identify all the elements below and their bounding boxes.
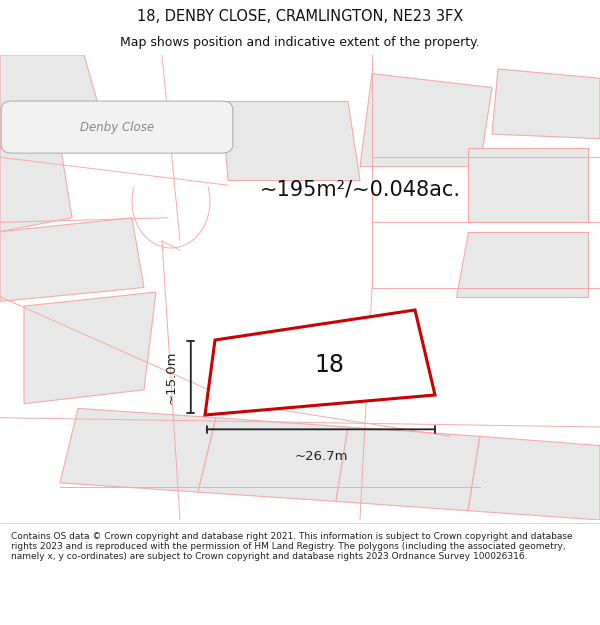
Text: Denby Close: Denby Close xyxy=(80,121,154,134)
Polygon shape xyxy=(492,69,600,139)
Text: ~195m²/~0.048ac.: ~195m²/~0.048ac. xyxy=(260,180,461,200)
Text: ~26.7m: ~26.7m xyxy=(294,450,348,462)
Text: 18, DENBY CLOSE, CRAMLINGTON, NE23 3FX: 18, DENBY CLOSE, CRAMLINGTON, NE23 3FX xyxy=(137,9,463,24)
FancyBboxPatch shape xyxy=(1,101,233,153)
Text: Contains OS data © Crown copyright and database right 2021. This information is : Contains OS data © Crown copyright and d… xyxy=(11,531,572,561)
Polygon shape xyxy=(222,101,360,181)
Polygon shape xyxy=(360,74,492,167)
Polygon shape xyxy=(0,55,108,148)
Polygon shape xyxy=(0,217,144,301)
Polygon shape xyxy=(336,427,480,511)
Polygon shape xyxy=(456,232,588,297)
Text: ~15.0m: ~15.0m xyxy=(165,351,178,404)
Text: 18: 18 xyxy=(314,353,344,377)
Polygon shape xyxy=(24,292,156,404)
Polygon shape xyxy=(60,408,216,492)
Polygon shape xyxy=(198,418,348,501)
Text: Map shows position and indicative extent of the property.: Map shows position and indicative extent… xyxy=(120,36,480,49)
Polygon shape xyxy=(468,148,588,222)
Polygon shape xyxy=(205,310,435,415)
Polygon shape xyxy=(0,143,72,232)
Polygon shape xyxy=(468,436,600,520)
